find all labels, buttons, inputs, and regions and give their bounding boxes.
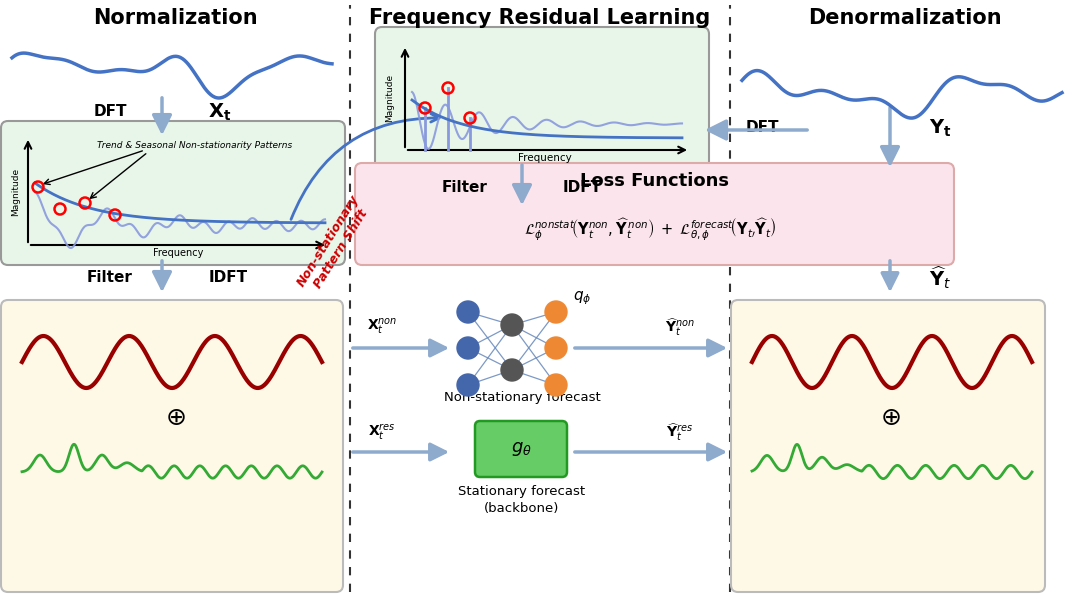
Circle shape bbox=[545, 374, 567, 396]
Text: $\mathbf{Y_t}$: $\mathbf{Y_t}$ bbox=[929, 118, 951, 139]
Text: Normalization: Normalization bbox=[93, 8, 257, 28]
Text: Filter: Filter bbox=[442, 181, 488, 196]
Text: $\widehat{\mathbf{Y}}_t^{non}$: $\widehat{\mathbf{Y}}_t^{non}$ bbox=[665, 316, 694, 338]
Text: $g_\theta$: $g_\theta$ bbox=[511, 440, 531, 458]
Text: Stationary forecast
(backbone): Stationary forecast (backbone) bbox=[458, 485, 585, 515]
Text: $\oplus$: $\oplus$ bbox=[879, 406, 901, 430]
Text: Magnitude: Magnitude bbox=[12, 168, 21, 216]
Circle shape bbox=[457, 337, 480, 359]
Text: Frequency: Frequency bbox=[152, 248, 203, 258]
FancyBboxPatch shape bbox=[355, 163, 954, 265]
Circle shape bbox=[457, 301, 480, 323]
Text: Non-stationary
Pattern Shift: Non-stationary Pattern Shift bbox=[295, 193, 375, 297]
Text: DFT: DFT bbox=[745, 121, 779, 136]
FancyBboxPatch shape bbox=[475, 421, 567, 477]
Text: Magnitude: Magnitude bbox=[386, 74, 394, 122]
Circle shape bbox=[545, 301, 567, 323]
Text: DFT: DFT bbox=[93, 104, 126, 119]
Text: $\mathcal{L}_\phi^{nonstat}\!\left(\mathbf{Y}_t^{non},\widehat{\mathbf{Y}}_t^{\,: $\mathcal{L}_\phi^{nonstat}\!\left(\math… bbox=[524, 217, 777, 244]
Text: Non-stationary forecast: Non-stationary forecast bbox=[444, 391, 600, 404]
FancyBboxPatch shape bbox=[1, 121, 345, 265]
Circle shape bbox=[457, 374, 480, 396]
Text: $\widehat{\mathbf{Y}}_t^{res}$: $\widehat{\mathbf{Y}}_t^{res}$ bbox=[666, 421, 693, 443]
Circle shape bbox=[545, 337, 567, 359]
Text: $\mathbf{X}_t^{res}$: $\mathbf{X}_t^{res}$ bbox=[368, 422, 396, 442]
FancyBboxPatch shape bbox=[731, 300, 1045, 592]
Text: IDFT: IDFT bbox=[563, 181, 602, 196]
Text: $\oplus$: $\oplus$ bbox=[164, 406, 186, 430]
Text: $q_\phi$: $q_\phi$ bbox=[573, 289, 592, 307]
Text: Loss Functions: Loss Functions bbox=[581, 172, 729, 190]
Text: Filter: Filter bbox=[87, 271, 133, 286]
Text: Frequency Residual Learning: Frequency Residual Learning bbox=[369, 8, 711, 28]
Text: Trend & Seasonal Non-stationarity Patterns: Trend & Seasonal Non-stationarity Patter… bbox=[97, 140, 293, 149]
Text: Denormalization: Denormalization bbox=[808, 8, 1002, 28]
Text: $\widehat{\mathbf{Y}}_t$: $\widehat{\mathbf{Y}}_t$ bbox=[929, 265, 951, 292]
Circle shape bbox=[501, 314, 523, 336]
Text: IDFT: IDFT bbox=[208, 271, 247, 286]
Text: Frequency: Frequency bbox=[518, 153, 572, 163]
Text: $\mathbf{X_t}$: $\mathbf{X_t}$ bbox=[208, 101, 232, 122]
Circle shape bbox=[501, 359, 523, 381]
FancyBboxPatch shape bbox=[375, 27, 708, 169]
FancyBboxPatch shape bbox=[1, 300, 343, 592]
Text: $\mathbf{X}_t^{non}$: $\mathbf{X}_t^{non}$ bbox=[367, 317, 397, 337]
